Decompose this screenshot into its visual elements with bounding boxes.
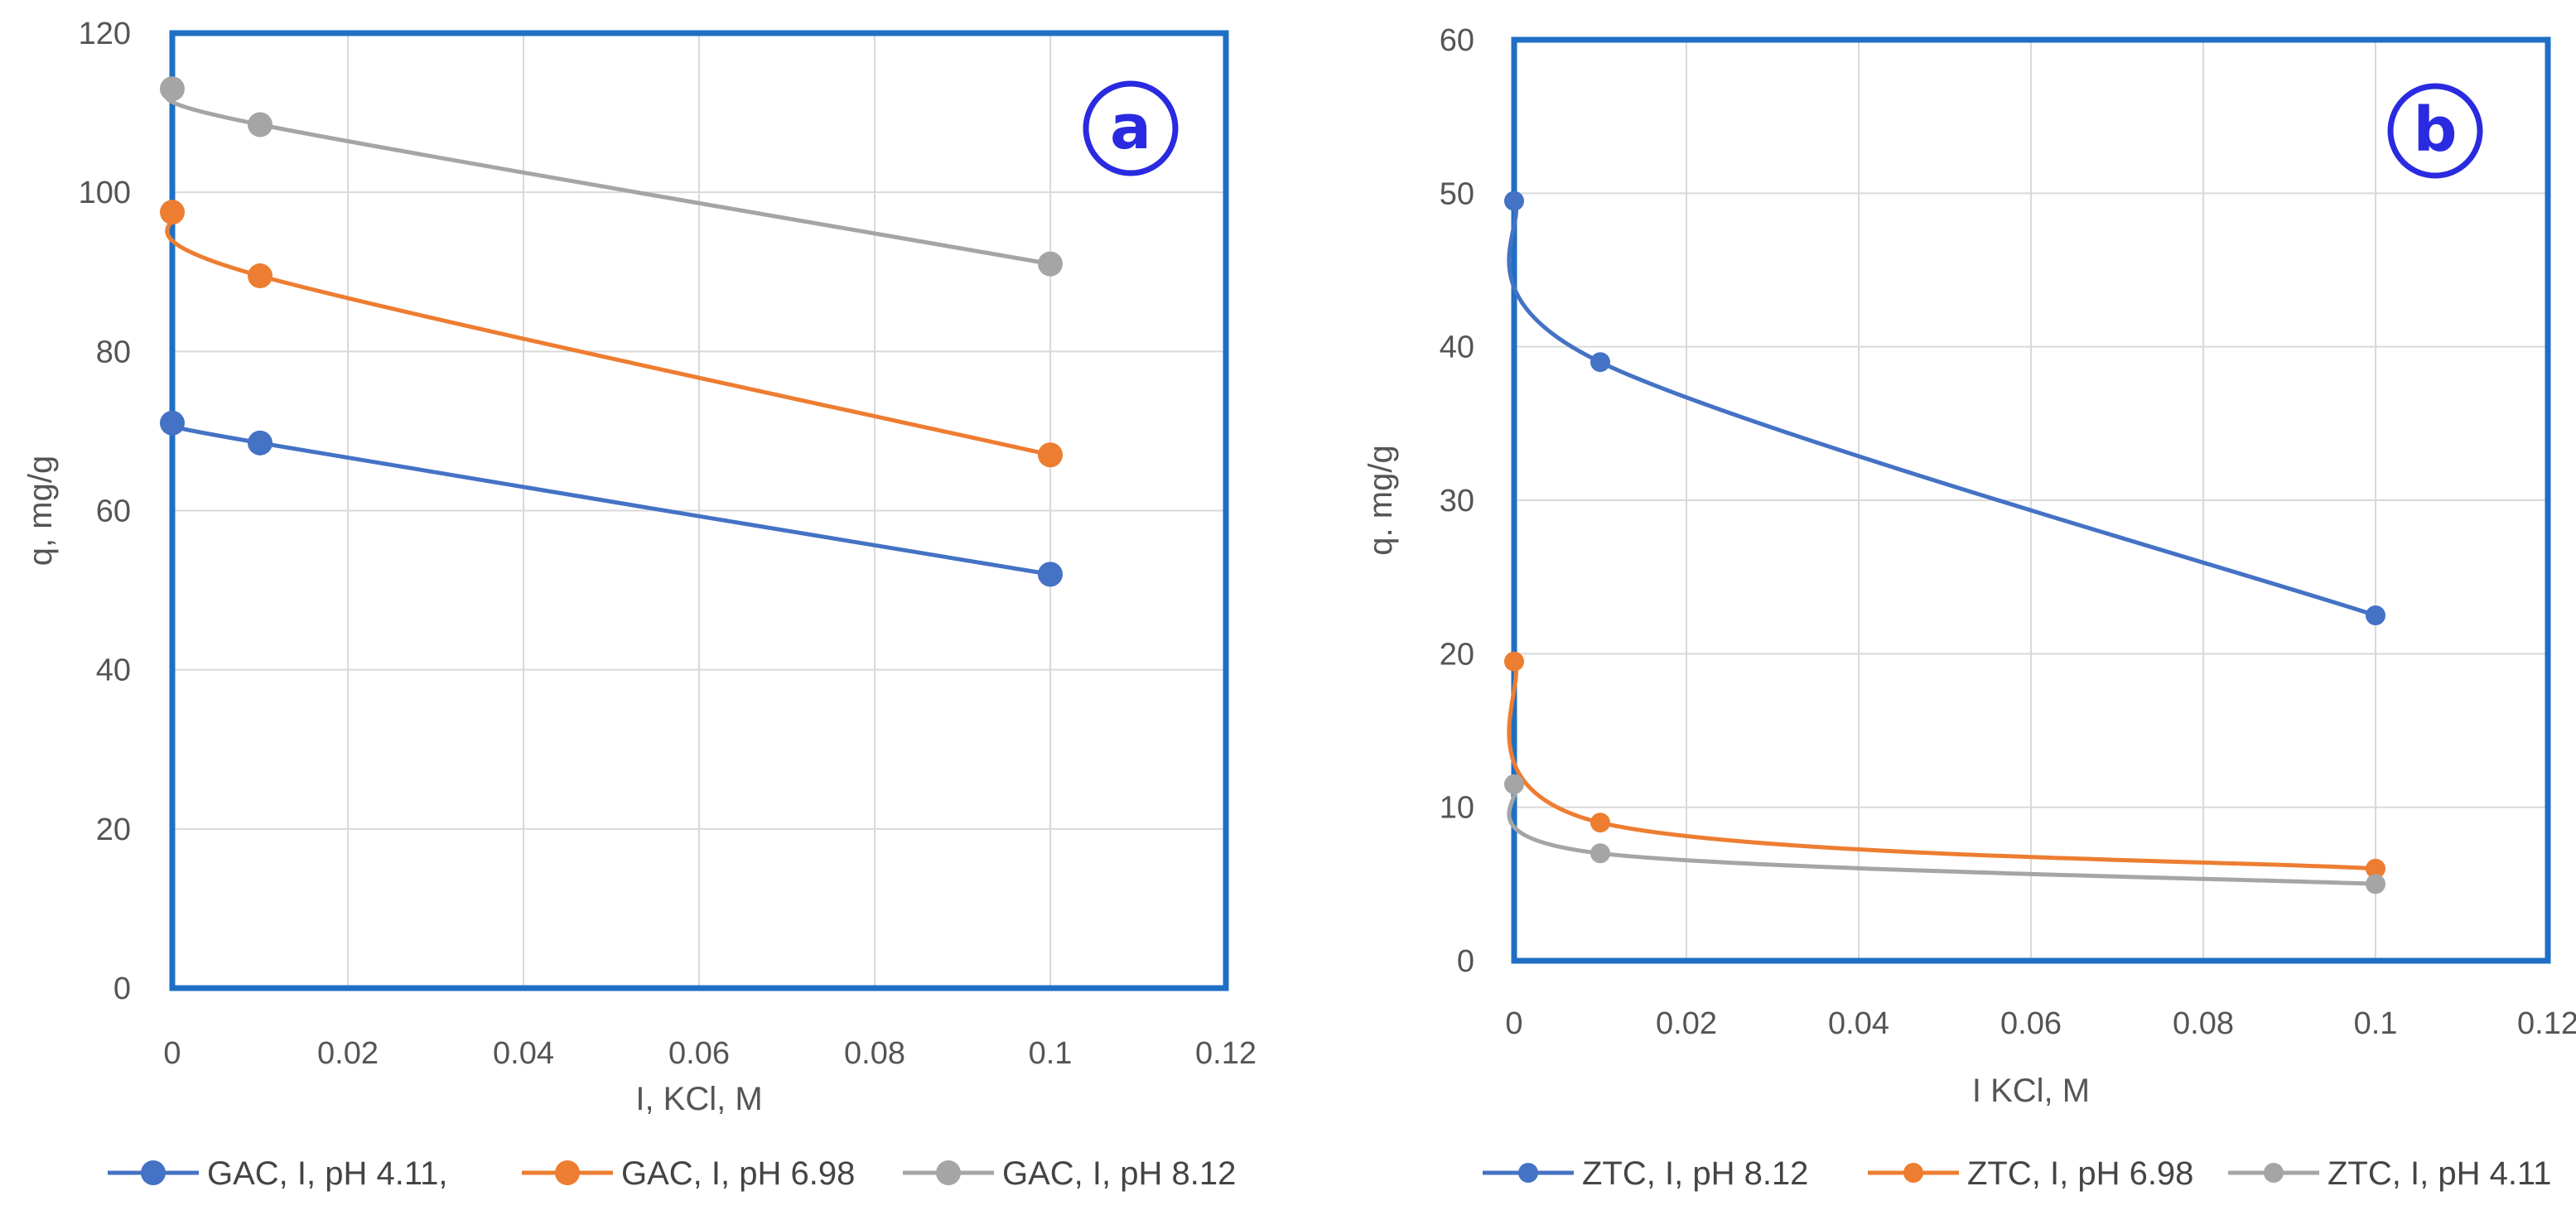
x-tick-label: 0.1 [1029, 1036, 1073, 1071]
legend-entry: ZTC, I, pH 8.12 [1582, 1155, 1808, 1192]
data-point-2 [248, 112, 273, 137]
legend-swatch-marker [141, 1160, 166, 1185]
data-point-0 [1504, 190, 1524, 211]
legend-entry: ZTC, I, pH 6.98 [1967, 1155, 2193, 1192]
y-tick-label: 20 [96, 813, 131, 847]
y-tick-label: 0 [1457, 944, 1474, 979]
legend-swatch-marker [1903, 1163, 1923, 1183]
data-point-2 [1504, 774, 1524, 794]
data-point-1 [248, 263, 273, 289]
y-tick-label: 20 [1440, 637, 1474, 672]
y-axis-label: q. mg/g [1363, 445, 1399, 555]
y-tick-label: 40 [96, 653, 131, 688]
data-point-1 [2366, 858, 2385, 879]
legend-entry: GAC, I, pH 4.11, [207, 1155, 448, 1192]
panel-label-badge [1083, 80, 1179, 176]
data-point-2 [1590, 843, 1610, 864]
legend-entry: GAC, I, pH 8.12 [1002, 1155, 1236, 1192]
x-tick-label: 0.06 [668, 1036, 730, 1071]
y-axis-label: q, mg/g [22, 456, 59, 566]
panel-label-text: a [1110, 92, 1151, 163]
y-tick-label: 60 [96, 494, 131, 529]
y-tick-label: 30 [1440, 484, 1474, 518]
chart-panel-a: 0 0.02 0.04 0.06 0.08 0.1 0.12 0 20 40 60 80 100 120 I… [22, 17, 1257, 1192]
data-point-0 [160, 410, 185, 436]
y-tick-label: 100 [79, 176, 131, 210]
y-tick-label: 120 [79, 17, 131, 51]
legend-swatch-marker [2264, 1163, 2284, 1183]
y-tick-label: 80 [96, 335, 131, 369]
data-point-0 [1038, 562, 1063, 587]
x-tick-label: 0.02 [1656, 1006, 1717, 1041]
series-line-0 [1507, 199, 2378, 618]
y-tick-label: 50 [1440, 176, 1474, 211]
x-tick-label: 0.02 [317, 1036, 379, 1071]
data-point-0 [248, 430, 273, 456]
legend-entry: GAC, I, pH 6.98 [621, 1155, 855, 1192]
series-line-0 [165, 421, 1053, 576]
legend-swatch-marker [555, 1160, 580, 1185]
x-tick-label: 0.04 [493, 1036, 554, 1071]
x-tick-label: 0.12 [2517, 1006, 2576, 1041]
x-tick-label: 0.06 [2000, 1006, 2062, 1041]
x-tick-label: 0.08 [2173, 1006, 2234, 1041]
x-tick-label: 0.12 [1195, 1036, 1257, 1071]
x-tick-label: 0.08 [844, 1036, 905, 1071]
y-tick-label: 40 [1440, 330, 1474, 365]
series-line-1 [1507, 659, 2378, 871]
data-point-2 [1038, 251, 1063, 277]
x-tick-label: 0 [1505, 1006, 1522, 1041]
series-line-2 [1507, 782, 2378, 886]
x-axis-label: I, KCl, M [635, 1081, 762, 1117]
x-tick-label: 0.04 [1828, 1006, 1889, 1041]
data-point-2 [160, 76, 185, 102]
plot-frame [169, 30, 1229, 991]
legend-swatch-marker [1518, 1163, 1538, 1183]
data-point-1 [1590, 813, 1610, 833]
data-point-1 [160, 200, 185, 225]
data-point-2 [2366, 874, 2385, 895]
y-tick-label: 10 [1440, 791, 1474, 826]
legend-swatch-marker [936, 1160, 961, 1185]
panel-label-badge [2387, 83, 2483, 179]
data-point-0 [2366, 605, 2385, 625]
chart-panel-b: 0 0.02 0.04 0.06 0.08 0.1 0.12 0 10 20 30 40 50 60 I K… [1363, 23, 2576, 1192]
legend-entry: ZTC, I, pH 4.11 [2328, 1155, 2551, 1192]
series-line-2 [165, 86, 1053, 267]
panel-label-text: b [2414, 94, 2458, 166]
y-tick-label: 60 [1440, 23, 1474, 58]
x-axis-label: I KCl, M [1972, 1073, 2090, 1109]
data-point-1 [1504, 651, 1524, 672]
data-point-0 [1590, 352, 1610, 373]
y-tick-label: 0 [113, 972, 131, 1006]
series-line-1 [165, 210, 1053, 457]
plot-frame [1511, 36, 2551, 964]
data-point-1 [1038, 442, 1063, 468]
x-tick-label: 0.1 [2354, 1006, 2398, 1041]
x-tick-label: 0 [163, 1036, 181, 1071]
